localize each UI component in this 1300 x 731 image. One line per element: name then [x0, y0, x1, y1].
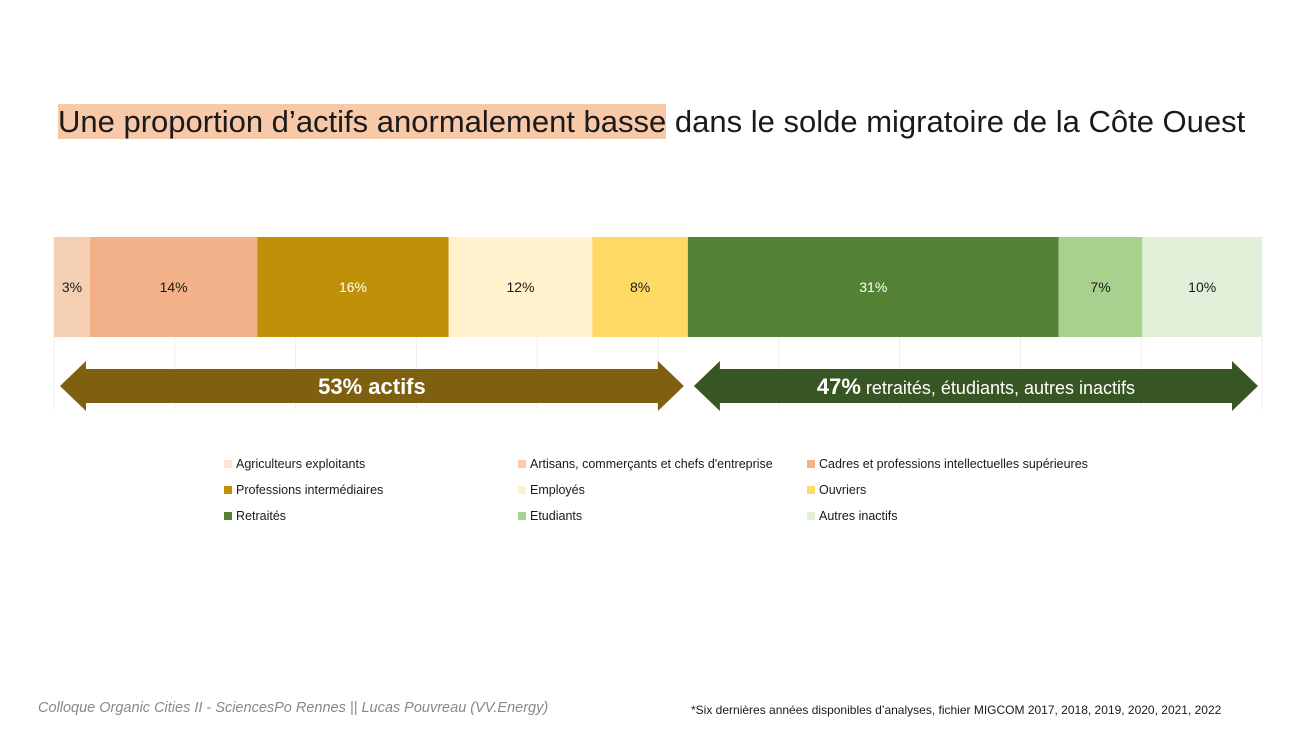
legend-label: Professions intermédiaires [236, 483, 384, 497]
legend-swatch [807, 486, 815, 494]
bar-segment [1058, 237, 1143, 337]
legend-swatch [807, 512, 815, 520]
legend-label: Employés [530, 483, 585, 497]
legend-swatch [518, 512, 526, 520]
bar-segment [257, 237, 449, 337]
chart-legend: Agriculteurs exploitants Artisans, commer… [224, 454, 1127, 526]
bar-segment [1142, 237, 1262, 337]
bar-segment [448, 237, 593, 337]
legend-label: Ouvriers [819, 483, 867, 497]
data-label: 14% [160, 279, 188, 295]
title-rest: dans le solde migratoire de la Côte Oues… [666, 104, 1246, 139]
data-label: 16% [339, 279, 367, 295]
legend-label: Cadres et professions intellectuelles su… [819, 457, 1088, 471]
legend-item: Cadres et professions intellectuelles su… [807, 454, 1127, 474]
footer-credit: Colloque Organic Cities II - SciencesPo … [38, 700, 549, 716]
title-highlight: Une proportion d’actifs anormalement bas… [58, 104, 667, 139]
bar-segment [592, 237, 688, 337]
page-title: Une proportion d’actifs anormalement bas… [58, 100, 1245, 144]
legend-item: Retraités [224, 506, 518, 526]
group-label: 53% actifs [318, 374, 426, 399]
legend-swatch [224, 460, 232, 468]
legend-label: Artisans, commerçants et chefs d'entrepr… [530, 457, 773, 471]
data-label: 7% [1090, 279, 1110, 295]
legend-label: Retraités [236, 509, 287, 523]
footer-source-note: *Six dernières années disponibles d’anal… [691, 703, 1222, 717]
legend-label: Agriculteurs exploitants [236, 457, 366, 471]
data-label: 3% [62, 279, 82, 295]
legend-item: Autres inactifs [807, 506, 1127, 526]
legend-swatch [518, 460, 526, 468]
legend-swatch [224, 512, 232, 520]
legend-item: Agriculteurs exploitants [224, 454, 518, 474]
group-arrow [60, 361, 684, 411]
legend-label: Autres inactifs [819, 509, 898, 523]
data-label: 12% [506, 279, 534, 295]
legend-label: Etudiants [530, 509, 583, 523]
bar-segment [89, 237, 258, 337]
group-label: 47% retraités, étudiants, autres inactif… [817, 374, 1135, 399]
bar-segment [687, 237, 1059, 337]
legend-item: Professions intermédiaires [224, 480, 518, 500]
group-arrow [693, 361, 1258, 411]
legend-item: Artisans, commerçants et chefs d'entrepr… [518, 454, 807, 474]
data-label: 8% [630, 279, 650, 295]
stacked-bar-chart: 3% 14% 16% 12% 8% 31% 7% 10% 53% actifs 47% retra… [53, 237, 1263, 411]
legend-item: Employés [518, 480, 807, 500]
bar-segment [54, 237, 90, 337]
legend-item: Etudiants [518, 506, 807, 526]
legend-swatch [518, 486, 526, 494]
legend-item: Ouvriers [807, 480, 1127, 500]
data-label: 10% [1188, 279, 1216, 295]
legend-swatch [807, 460, 815, 468]
data-label: 31% [859, 279, 887, 295]
legend-swatch [224, 486, 232, 494]
